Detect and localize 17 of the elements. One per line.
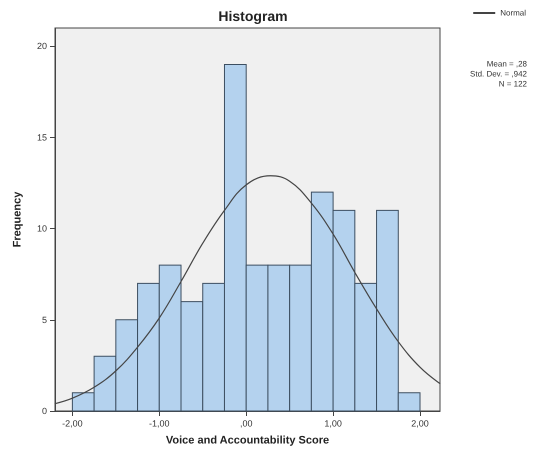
x-axis-title: Voice and Accountability Score xyxy=(166,434,330,446)
x-tick-label: -2,00 xyxy=(62,418,83,428)
y-axis-title: Frequency xyxy=(12,190,24,248)
chart-title: Histogram xyxy=(218,8,288,24)
text: Mean = ,28 xyxy=(486,60,528,68)
y-tick-label: 10 xyxy=(36,224,47,234)
x-tick-label: 2,00 xyxy=(411,418,429,428)
legend-label: Normal xyxy=(500,8,526,18)
text: N = 122 xyxy=(498,80,528,88)
y-tick-label: 15 xyxy=(36,132,47,142)
x-tick-label: ,00 xyxy=(240,418,252,428)
text: Std. Dev. = ,942 xyxy=(470,70,528,78)
y-tick-label: 20 xyxy=(36,41,47,52)
y-tick-label: 5 xyxy=(42,314,47,325)
x-tick-label: -1,00 xyxy=(149,418,170,428)
y-tick-label: 0 xyxy=(42,406,47,416)
x-tick-label: 1,00 xyxy=(324,418,342,428)
